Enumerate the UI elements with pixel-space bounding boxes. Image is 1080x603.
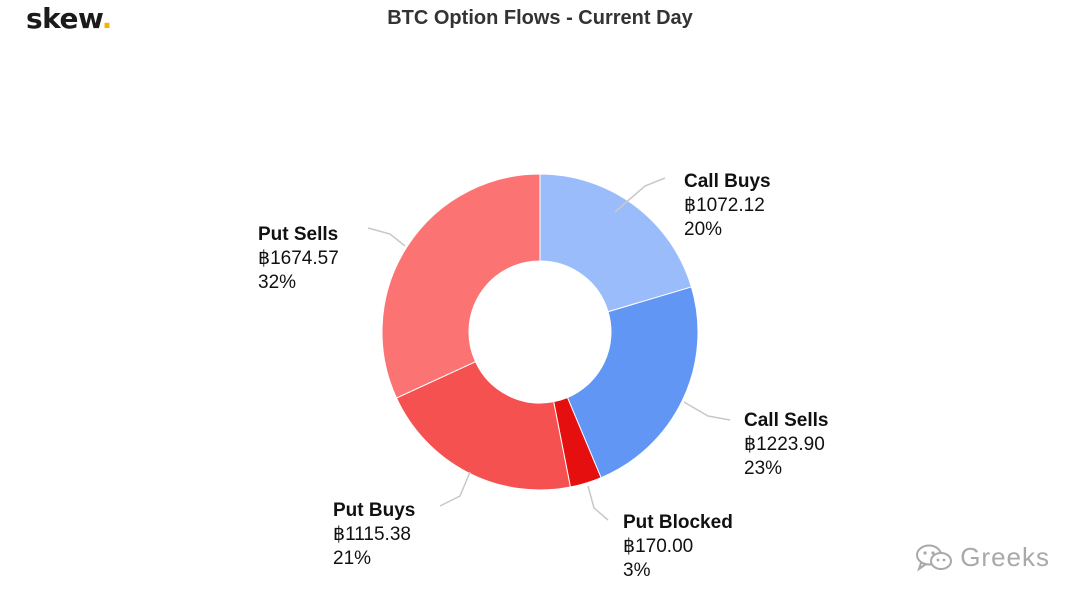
label-value-call-sells: ฿1223.90 xyxy=(744,434,825,455)
label-value-put-blocked: ฿170.00 xyxy=(623,536,693,557)
leader-line-call-buys xyxy=(614,177,666,213)
label-name-put-sells: Put Sells xyxy=(258,224,338,245)
logo-dot: . xyxy=(101,2,113,35)
watermark-text: Greeks xyxy=(960,542,1050,572)
label-value-put-buys: ฿1115.38 xyxy=(333,524,411,545)
wechat-icon xyxy=(916,544,953,572)
label-percent-call-sells: 23% xyxy=(744,458,782,479)
chart-title: BTC Option Flows - Current Day xyxy=(387,7,693,29)
label-percent-put-blocked: 3% xyxy=(623,560,651,581)
leader-line-put-buys xyxy=(439,471,471,507)
label-name-call-sells: Call Sells xyxy=(744,410,829,431)
label-percent-call-buys: 20% xyxy=(684,219,722,240)
slice-call-sells xyxy=(566,286,699,479)
leader-line-call-sells xyxy=(683,401,731,421)
leader-line-put-blocked xyxy=(587,485,609,521)
label-value-call-buys: ฿1072.12 xyxy=(684,195,765,216)
slice-put-sells xyxy=(381,173,541,399)
donut-slices xyxy=(381,173,699,491)
slice-labels: Call Buys ฿1072.12 20% Call Sells ฿1223.90 23… xyxy=(258,171,829,581)
label-leader-lines xyxy=(367,177,731,521)
label-value-put-sells: ฿1674.57 xyxy=(258,248,339,269)
watermark: Greeks xyxy=(914,542,1050,573)
label-name-put-blocked: Put Blocked xyxy=(623,512,733,533)
label-name-call-buys: Call Buys xyxy=(684,171,771,192)
logo-text: skew xyxy=(26,2,102,35)
slice-put-buys xyxy=(395,361,571,491)
label-percent-put-sells: 32% xyxy=(258,272,296,293)
slice-call-buys xyxy=(539,173,693,313)
label-name-put-buys: Put Buys xyxy=(333,500,415,521)
label-percent-put-buys: 21% xyxy=(333,548,371,569)
leader-line-put-sells xyxy=(367,227,406,247)
skew-logo: skew. xyxy=(26,2,112,35)
